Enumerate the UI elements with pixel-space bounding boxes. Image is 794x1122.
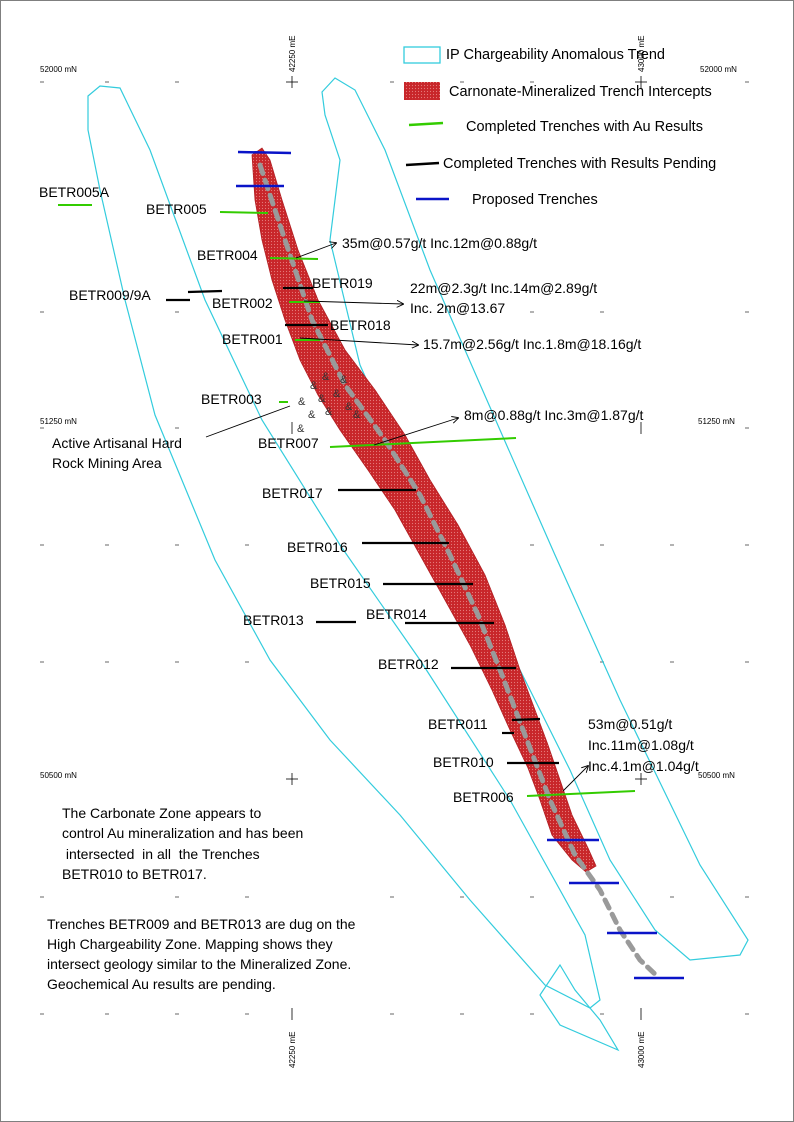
trench-label-betr007: BETR007	[258, 435, 319, 451]
legend-au-swatch	[408, 121, 444, 127]
trench-label-betr014: BETR014	[366, 606, 427, 622]
grid-label-42250-bottom: 42250 mE	[288, 1032, 297, 1068]
svg-text:&: &	[345, 401, 353, 413]
trench-label-betr004: BETR004	[197, 247, 258, 263]
note-line: intersect geology similar to the Mineral…	[47, 956, 351, 972]
grid-label-52000-left: 52000 mN	[40, 65, 77, 74]
au-result-trenches	[58, 204, 636, 797]
grid-ticks	[40, 76, 749, 1020]
proposed-trenches	[236, 150, 684, 980]
trench-label-betr013: BETR013	[243, 612, 304, 628]
trench-label-betr003: BETR003	[201, 391, 262, 407]
result-betr002-line1: 22m@2.3g/t Inc.14m@2.89g/t	[410, 280, 597, 296]
zone-core-dashed-line	[257, 162, 659, 978]
legend-ip-swatch	[403, 46, 441, 64]
trench-line-betr009a	[187, 289, 223, 294]
trench-label-betr006: BETR006	[453, 789, 514, 805]
svg-text:&: &	[318, 393, 326, 405]
legend: IP Chargeability Anomalous Trend Carnona…	[403, 46, 716, 208]
legend-au-label: Completed Trenches with Au Results	[466, 119, 703, 135]
trench-label-betr009: BETR009/9A	[69, 287, 151, 303]
result-betr004: 35m@0.57g/t Inc.12m@0.88g/t	[342, 235, 537, 251]
trench-label-betr005a: BETR005A	[39, 184, 110, 200]
trench-line-betr011	[511, 717, 541, 722]
trench-label-betr005: BETR005	[146, 201, 207, 217]
grid-label-51250-right: 51250 mN	[698, 417, 735, 426]
svg-text:&: &	[310, 380, 318, 392]
trench-label-betr011: BETR011	[428, 716, 488, 732]
result-betr006-line1: 53m@0.51g/t	[588, 716, 672, 732]
trench-line-betr005	[219, 211, 269, 214]
legend-carbonate-swatch	[404, 82, 440, 100]
note-line: High Chargeability Zone. Mapping shows t…	[47, 936, 333, 952]
note-carbonate-zone: The Carbonate Zone appears to control Au…	[62, 805, 303, 882]
mining-area-label-line2: Rock Mining Area	[52, 455, 162, 471]
proposed-trench	[237, 150, 292, 155]
svg-text:&: &	[340, 374, 348, 386]
trench-line-betr006	[526, 790, 636, 797]
note-line: control Au mineralization and has been	[62, 825, 303, 841]
grid-label-42250-top: 42250 mE	[288, 36, 297, 72]
result-leader-lines	[205, 243, 588, 792]
svg-text:&: &	[353, 409, 361, 421]
grid-major-crosses	[286, 76, 647, 1020]
note-line: The Carbonate Zone appears to	[62, 805, 261, 821]
trench-line-betr007	[329, 437, 517, 448]
note-line: Trenches BETR009 and BETR013 are dug on …	[47, 916, 356, 932]
result-betr001: 15.7m@2.56g/t Inc.1.8m@18.16g/t	[423, 336, 641, 352]
grid-label-52000-right: 52000 mN	[700, 65, 737, 74]
pending-trenches	[166, 286, 559, 765]
trench-label-betr001: BETR001	[222, 331, 283, 347]
legend-proposed-label: Proposed Trenches	[472, 192, 598, 208]
svg-text:&: &	[298, 396, 306, 408]
trench-label-betr016: BETR016	[287, 539, 348, 555]
note-line: intersected in all the Trenches	[62, 846, 260, 862]
result-betr002-line2: Inc. 2m@13.67	[410, 300, 505, 316]
ip-anomaly-outline-lower	[539, 963, 620, 1052]
trench-line-betr004	[269, 257, 319, 260]
trench-label-betr018: BETR018	[330, 317, 391, 333]
grid-label-43000-top: 43000 mE	[637, 36, 646, 72]
grid-label-50500-left: 50500 mN	[40, 771, 77, 780]
svg-text:&: &	[325, 406, 333, 418]
trench-label-betr015: BETR015	[310, 575, 371, 591]
trench-label-betr002: BETR002	[212, 295, 273, 311]
note-line: Geochemical Au results are pending.	[47, 976, 276, 992]
note-line: BETR010 to BETR017.	[62, 866, 207, 882]
legend-pending-label: Completed Trenches with Results Pending	[443, 156, 716, 172]
trench-label-betr017: BETR017	[262, 485, 323, 501]
trench-label-betr019: BETR019	[312, 275, 373, 291]
legend-ip-label: IP Chargeability Anomalous Trend	[446, 47, 665, 63]
grid-label-50500-right: 50500 mN	[698, 771, 735, 780]
trench-label-betr012: BETR012	[378, 656, 439, 672]
grid-label-51250-left: 51250 mN	[40, 417, 77, 426]
svg-text:&: &	[308, 409, 316, 421]
artisanal-mining-symbols: && & & & & && & &&	[297, 371, 361, 435]
svg-text:&: &	[297, 423, 305, 435]
result-betr006-line3: Inc.4.1m@1.04g/t	[588, 758, 699, 774]
grid-label-43000-bottom: 43000 mE	[637, 1032, 646, 1068]
ip-anomaly-outline-east	[321, 77, 749, 961]
legend-pending-swatch	[405, 161, 440, 167]
mining-area-label-line1: Active Artisanal Hard	[52, 435, 182, 451]
result-betr006-line2: Inc.11m@1.08g/t	[588, 737, 694, 753]
result-betr007: 8m@0.88g/t Inc.3m@1.87g/t	[464, 407, 644, 423]
svg-text:&: &	[322, 371, 330, 383]
note-chargeability-zone: Trenches BETR009 and BETR013 are dug on …	[47, 916, 356, 992]
trench-label-betr010: BETR010	[433, 754, 494, 770]
svg-text:&: &	[333, 388, 341, 400]
legend-carbonate-label: Carnonate-Mineralized Trench Intercepts	[449, 84, 712, 100]
